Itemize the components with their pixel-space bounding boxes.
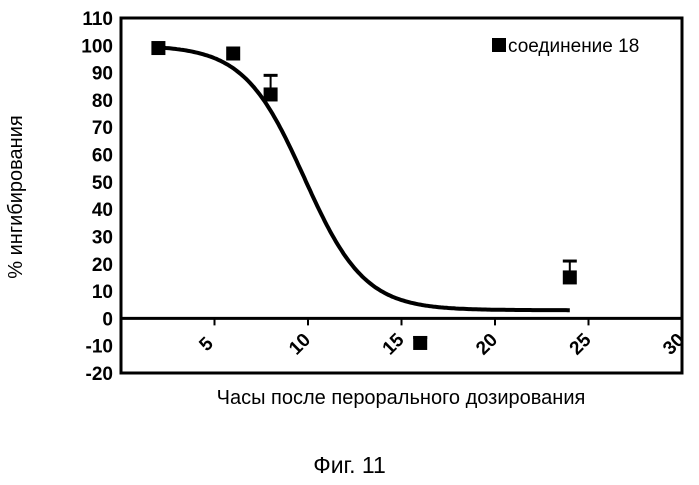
x-tick-label: 5 bbox=[195, 333, 218, 356]
y-tick-label: 70 bbox=[92, 118, 113, 139]
legend: соединение 18 bbox=[492, 36, 639, 57]
y-tick-label: 10 bbox=[92, 282, 113, 303]
figure-caption: Фиг. 11 bbox=[0, 452, 699, 479]
data-point bbox=[226, 47, 240, 61]
y-tick-label: 110 bbox=[82, 9, 113, 30]
x-tick-label: 30 bbox=[659, 330, 689, 360]
x-tick-label: 10 bbox=[285, 330, 315, 360]
y-tick-label: -20 bbox=[86, 364, 113, 385]
fit-curve bbox=[158, 47, 569, 310]
legend-marker bbox=[492, 38, 506, 52]
data-points bbox=[151, 41, 576, 350]
y-tick-label: 20 bbox=[92, 255, 113, 276]
x-tick-label: 15 bbox=[379, 329, 409, 359]
y-tick-label: 40 bbox=[92, 200, 113, 221]
x-axis-ticks: 5 10 15 20 25 30 bbox=[195, 318, 689, 359]
y-tick-label: 100 bbox=[81, 36, 113, 57]
data-point bbox=[264, 87, 278, 101]
x-tick-label: 20 bbox=[472, 330, 502, 360]
data-point bbox=[413, 336, 427, 350]
data-point bbox=[563, 270, 577, 284]
y-tick-label: 50 bbox=[92, 173, 113, 194]
y-tick-label: 30 bbox=[92, 227, 113, 248]
y-axis-ticks: 1101009080706050403020100-10-20 bbox=[81, 9, 113, 385]
y-tick-label: 60 bbox=[92, 146, 113, 167]
y-tick-label: -10 bbox=[86, 337, 113, 358]
data-point bbox=[151, 41, 165, 55]
y-tick-label: 90 bbox=[92, 64, 113, 85]
y-axis-title: % ингибирования bbox=[5, 115, 27, 278]
x-tick-label: 25 bbox=[566, 329, 596, 359]
legend-label: соединение 18 bbox=[508, 36, 639, 57]
y-tick-label: 0 bbox=[102, 309, 113, 330]
y-tick-label: 80 bbox=[92, 91, 113, 112]
x-axis-title: Часы после перорального дозирования bbox=[217, 387, 586, 409]
